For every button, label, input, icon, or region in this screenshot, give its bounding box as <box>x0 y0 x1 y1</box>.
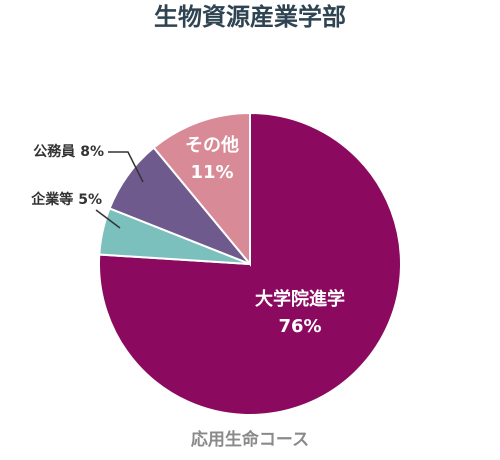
slice-label: 大学院進学 <box>255 288 345 310</box>
slice-label: 企業等 5% <box>30 191 102 208</box>
leader-line <box>108 151 144 183</box>
value-label: 11% <box>190 162 233 183</box>
slice-value: 76% <box>278 316 321 337</box>
value-label: 76% <box>278 316 321 337</box>
value-label: 8% <box>80 144 104 160</box>
category-label: 企業等 <box>30 191 73 208</box>
pie-slice <box>98 111 402 416</box>
category-label: 大学院進学 <box>255 288 345 310</box>
pie-slice <box>152 111 251 267</box>
category-label: その他 <box>185 134 239 156</box>
value-label: 5% <box>78 192 102 208</box>
slice-label: 公務員 8% <box>33 143 104 160</box>
slice-label: その他 <box>185 134 239 156</box>
leader-line <box>95 209 121 229</box>
slice-value: 11% <box>190 162 233 183</box>
chart-title: 生物資源産業学部 <box>154 3 346 31</box>
chart-subtitle: 応用生命コース <box>191 429 309 450</box>
category-label: 公務員 <box>33 143 75 160</box>
